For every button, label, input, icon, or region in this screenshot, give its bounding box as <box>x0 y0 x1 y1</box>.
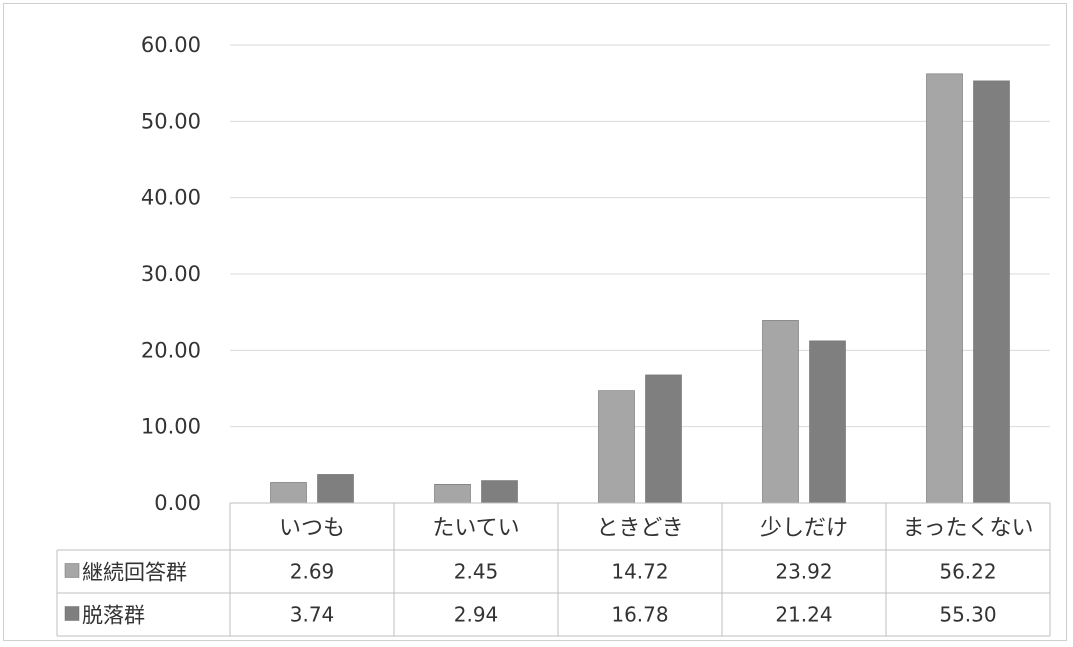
bar-series1 <box>270 482 307 504</box>
bar-series1 <box>434 483 471 504</box>
data-label: 56.22 <box>939 560 996 584</box>
data-label: 2.94 <box>454 603 499 627</box>
y-tick-label: 20.00 <box>141 338 201 362</box>
category-label: ときどき <box>596 516 683 541</box>
y-tick-label: 40.00 <box>141 186 201 210</box>
category-label: まったくない <box>902 516 1033 541</box>
category-label: たいてい <box>432 516 519 541</box>
data-label: 2.45 <box>454 560 499 584</box>
chart-frame <box>3 3 1067 641</box>
bar-series1 <box>598 390 635 504</box>
data-label: 14.72 <box>611 560 668 584</box>
bar-series2 <box>973 80 1010 504</box>
y-tick-label: 10.00 <box>141 415 201 439</box>
category-label: 少しだけ <box>760 516 848 541</box>
data-label: 16.78 <box>611 603 668 627</box>
data-label: 55.30 <box>939 603 996 627</box>
bar-series2 <box>317 474 354 504</box>
legend-key <box>64 563 80 578</box>
legend-label: 脱落群 <box>82 604 145 628</box>
category-label: いつも <box>279 516 345 541</box>
bar-series2 <box>809 340 846 504</box>
y-tick-label: 60.00 <box>141 33 201 57</box>
data-label: 2.69 <box>290 560 335 584</box>
legend-key <box>64 606 80 621</box>
data-label: 3.74 <box>290 603 335 627</box>
data-label: 23.92 <box>775 560 832 584</box>
bar-series2 <box>481 480 518 504</box>
y-tick-label: 50.00 <box>141 109 201 133</box>
bar-series1 <box>926 73 963 504</box>
data-label: 21.24 <box>775 603 832 627</box>
bar-series1 <box>762 320 799 504</box>
y-tick-label: 30.00 <box>141 262 201 286</box>
y-tick-label: 0.00 <box>154 491 201 515</box>
legend-label: 継続回答群 <box>82 561 187 585</box>
bar-series2 <box>645 374 682 504</box>
